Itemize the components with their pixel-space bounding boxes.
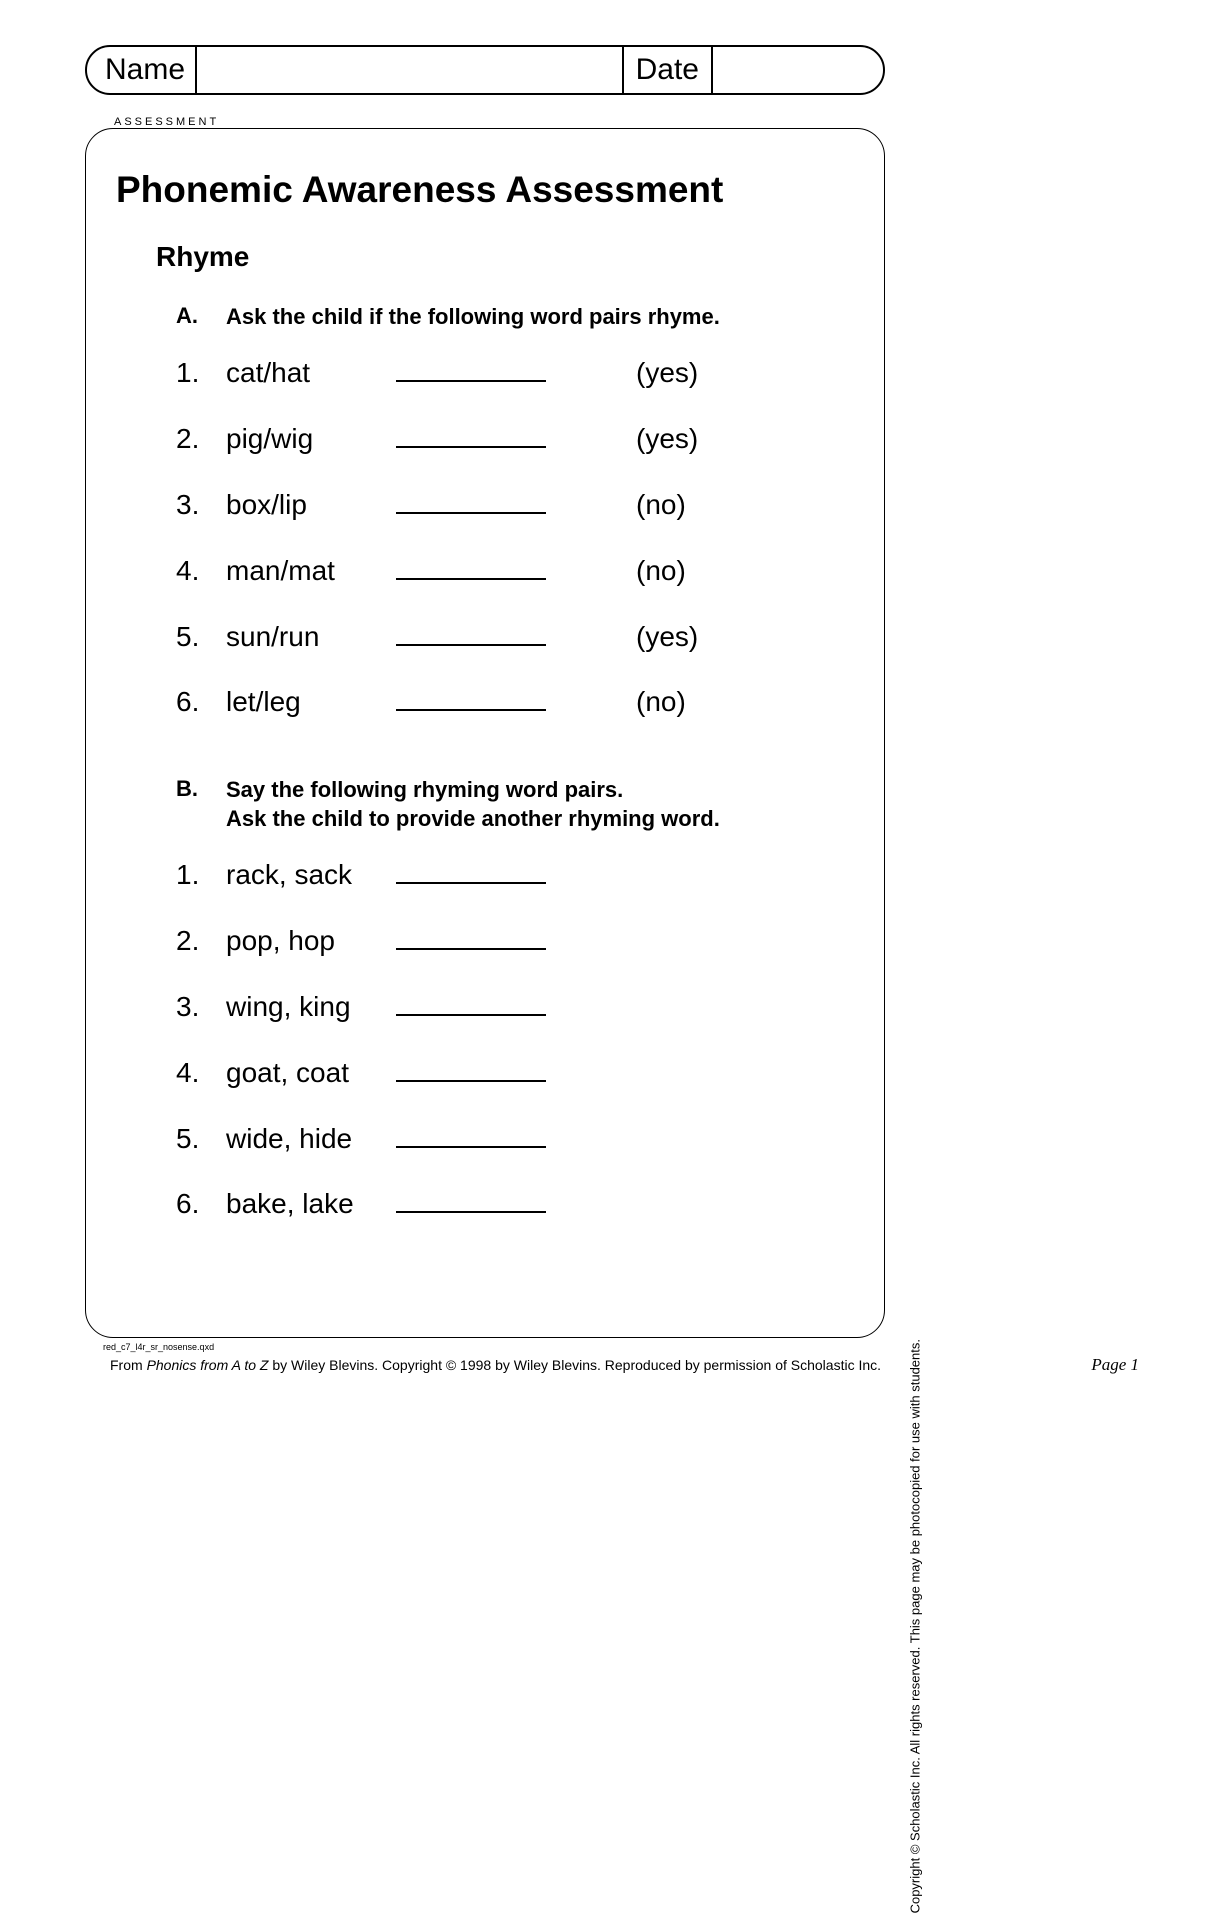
- item-word: box/lip: [226, 489, 396, 521]
- footer-citation: From Phonics from A to Z by Wiley Blevin…: [110, 1357, 881, 1373]
- item-word: sun/run: [226, 621, 396, 653]
- item-number: 6.: [176, 686, 226, 718]
- item-number: 5.: [176, 1123, 226, 1155]
- section-a-letter: A.: [176, 303, 226, 332]
- main-title: Phonemic Awareness Assessment: [116, 169, 854, 211]
- section-b-letter: B.: [176, 776, 226, 833]
- item-word: man/mat: [226, 555, 396, 587]
- section-a-text: Ask the child if the following word pair…: [226, 303, 720, 332]
- answer-blank[interactable]: [396, 615, 546, 646]
- item-number: 2.: [176, 925, 226, 957]
- item-number: 4.: [176, 555, 226, 587]
- footer-title: Phonics from A to Z: [147, 1357, 273, 1373]
- source-file: red_c7_l4r_sr_nosense.qxd: [103, 1342, 214, 1352]
- item-number: 4.: [176, 1057, 226, 1089]
- section-b-text: Say the following rhyming word pairs. As…: [226, 776, 720, 833]
- item-row: 4. man/mat (no): [176, 549, 854, 587]
- item-word: wide, hide: [226, 1123, 396, 1155]
- footer-rest: by Wiley Blevins. Copyright © 1998 by Wi…: [272, 1357, 881, 1373]
- item-number: 3.: [176, 489, 226, 521]
- answer-blank[interactable]: [396, 985, 546, 1016]
- item-word: goat, coat: [226, 1057, 396, 1089]
- content-box: Phonemic Awareness Assessment Rhyme A. A…: [85, 128, 885, 1338]
- vertical-copyright: Copyright © Scholastic Inc. All rights r…: [907, 1339, 922, 1913]
- item-number: 1.: [176, 357, 226, 389]
- answer-blank[interactable]: [396, 417, 546, 448]
- item-answer: (no): [636, 686, 686, 718]
- page: Name Date ASSESSMENT Phonemic Awareness …: [0, 0, 1224, 1584]
- answer-blank[interactable]: [396, 1117, 546, 1148]
- item-number: 5.: [176, 621, 226, 653]
- name-date-header: Name Date: [85, 45, 885, 95]
- answer-blank[interactable]: [396, 1183, 546, 1214]
- item-number: 6.: [176, 1188, 226, 1220]
- section-b-line1: Say the following rhyming word pairs.: [226, 777, 623, 802]
- answer-blank[interactable]: [396, 483, 546, 514]
- item-word: pig/wig: [226, 423, 396, 455]
- item-word: rack, sack: [226, 859, 396, 891]
- item-answer: (no): [636, 555, 686, 587]
- item-row: 2. pop, hop: [176, 919, 854, 957]
- answer-blank[interactable]: [396, 854, 546, 885]
- item-row: 6. let/leg (no): [176, 681, 854, 719]
- item-row: 5. sun/run (yes): [176, 615, 854, 653]
- answer-blank[interactable]: [396, 352, 546, 383]
- answer-blank[interactable]: [396, 919, 546, 950]
- item-word: wing, king: [226, 991, 396, 1023]
- answer-blank[interactable]: [396, 681, 546, 712]
- section-a-instruction: A. Ask the child if the following word p…: [176, 303, 854, 332]
- item-answer: (yes): [636, 357, 698, 389]
- section-b-line2: Ask the child to provide another rhyming…: [226, 806, 720, 831]
- item-row: 5. wide, hide: [176, 1117, 854, 1155]
- item-answer: (yes): [636, 423, 698, 455]
- item-word: let/leg: [226, 686, 396, 718]
- item-answer: (yes): [636, 621, 698, 653]
- name-label: Name: [87, 47, 197, 93]
- footer-prefix: From: [110, 1357, 147, 1373]
- section-b-instruction: B. Say the following rhyming word pairs.…: [176, 776, 854, 833]
- item-row: 1. rack, sack: [176, 854, 854, 892]
- item-word: cat/hat: [226, 357, 396, 389]
- item-number: 1.: [176, 859, 226, 891]
- answer-blank[interactable]: [396, 549, 546, 580]
- item-word: bake, lake: [226, 1188, 396, 1220]
- answer-blank[interactable]: [396, 1051, 546, 1082]
- item-row: 2. pig/wig (yes): [176, 417, 854, 455]
- item-row: 6. bake, lake: [176, 1183, 854, 1221]
- assessment-label: ASSESSMENT: [114, 116, 219, 128]
- item-number: 3.: [176, 991, 226, 1023]
- item-row: 1. cat/hat (yes): [176, 352, 854, 390]
- item-row: 3. box/lip (no): [176, 483, 854, 521]
- item-row: 4. goat, coat: [176, 1051, 854, 1089]
- date-label: Date: [622, 47, 713, 93]
- item-answer: (no): [636, 489, 686, 521]
- section-title: Rhyme: [156, 241, 854, 273]
- page-number: Page 1: [1091, 1355, 1139, 1375]
- item-word: pop, hop: [226, 925, 396, 957]
- item-row: 3. wing, king: [176, 985, 854, 1023]
- item-number: 2.: [176, 423, 226, 455]
